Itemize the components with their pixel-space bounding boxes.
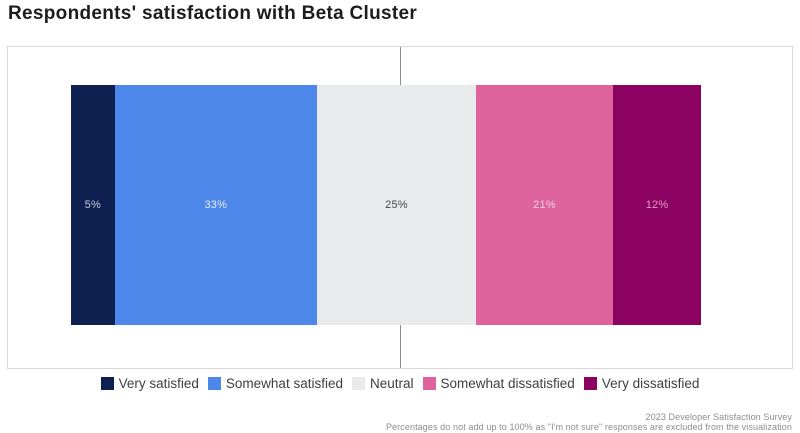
stacked-bar: 5% 33% 25% 21% 12% bbox=[71, 85, 702, 325]
legend-item-very-dissatisfied: Very dissatisfied bbox=[583, 376, 700, 391]
footer: 2023 Developer Satisfaction Survey Perce… bbox=[386, 412, 792, 432]
legend-swatch-icon bbox=[583, 377, 597, 390]
segment-value-label: 25% bbox=[385, 199, 408, 211]
legend-label: Neutral bbox=[369, 376, 414, 391]
footer-source-line: 2023 Developer Satisfaction Survey bbox=[645, 412, 792, 422]
legend-item-somewhat-dissatisfied: Somewhat dissatisfied bbox=[422, 376, 575, 391]
legend-swatch-icon bbox=[100, 377, 114, 390]
legend-item-neutral: Neutral bbox=[351, 376, 414, 391]
legend-item-very-satisfied: Very satisfied bbox=[100, 376, 199, 391]
legend-label: Somewhat satisfied bbox=[225, 376, 343, 391]
legend: Very satisfied Somewhat satisfied Neutra… bbox=[0, 376, 800, 391]
bar-segment-very-satisfied: 5% bbox=[71, 85, 115, 325]
bar-segment-very-dissatisfied: 12% bbox=[612, 85, 702, 325]
legend-swatch-icon bbox=[207, 377, 221, 390]
segment-value-label: 21% bbox=[533, 199, 556, 211]
segment-value-label: 33% bbox=[204, 199, 228, 211]
legend-item-somewhat-satisfied: Somewhat satisfied bbox=[207, 376, 343, 391]
legend-swatch-icon bbox=[422, 377, 436, 390]
footer-note-line: Percentages do not add up to 100% as "I'… bbox=[385, 422, 792, 432]
segment-value-label: 12% bbox=[645, 199, 669, 211]
chart-plot-area: 5% 33% 25% 21% 12% bbox=[7, 46, 793, 369]
legend-label: Very dissatisfied bbox=[601, 376, 700, 391]
legend-swatch-icon bbox=[351, 377, 365, 390]
bar-segment-somewhat-dissatisfied: 21% bbox=[475, 85, 613, 325]
chart-title: Respondents' satisfaction with Beta Clus… bbox=[8, 3, 418, 24]
legend-label: Somewhat dissatisfied bbox=[440, 376, 575, 391]
legend-label: Very satisfied bbox=[118, 376, 199, 391]
bar-segment-neutral: 25% bbox=[317, 85, 476, 325]
bar-segment-somewhat-satisfied: 33% bbox=[114, 85, 318, 325]
segment-value-label: 5% bbox=[84, 199, 101, 211]
